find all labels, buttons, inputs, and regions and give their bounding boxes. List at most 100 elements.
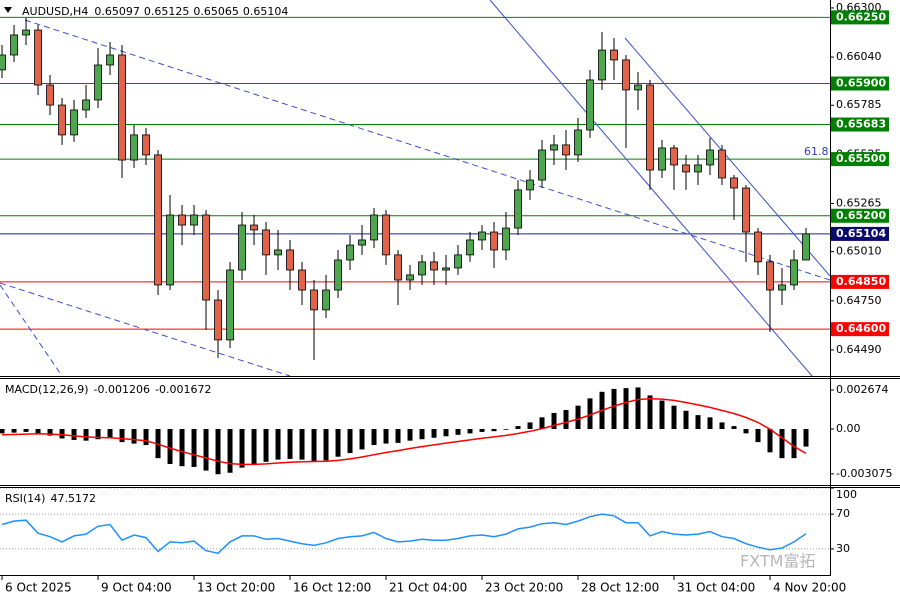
candle-body (682, 164, 690, 173)
mark-layer (0, 17, 810, 555)
macd-bar (551, 412, 557, 429)
macd-bar (383, 428, 389, 444)
candle-body (394, 254, 402, 281)
candle-body (70, 109, 78, 136)
candle-body (274, 249, 282, 256)
level-label: 0.64850 (836, 275, 886, 288)
level-label: 0.65900 (836, 77, 886, 90)
candle-body (694, 164, 702, 173)
candle-body (82, 99, 90, 111)
indicator-label: RSI(14) 47.5172 (5, 492, 96, 505)
x-tick-label: 6 Oct 2025 (5, 581, 72, 595)
macd-bar (743, 428, 749, 434)
macd-bar (467, 428, 473, 434)
macd-bar (455, 428, 461, 435)
candle-body (790, 259, 798, 286)
y-tick-label: -0.003075 (836, 467, 892, 480)
candle-body (802, 233, 810, 261)
macd-bar (647, 395, 653, 429)
macd-bar (167, 428, 173, 464)
candle-body (634, 84, 642, 91)
candle-body (0, 54, 6, 71)
candle-body (706, 149, 714, 166)
y-tick-label: 100 (836, 488, 857, 501)
macd-bar (719, 422, 725, 429)
macd-bar (527, 422, 533, 429)
macd-bar (275, 428, 281, 460)
y-tick-label: 70 (836, 507, 850, 520)
candle-body (238, 224, 246, 271)
level-label: 0.65500 (836, 152, 886, 165)
macd-bar (443, 428, 449, 437)
indicator-name: MACD(12,26,9) (5, 383, 89, 396)
candle-body (370, 214, 378, 241)
macd-bar (203, 428, 209, 471)
candle-body (538, 149, 546, 181)
candle-body (310, 289, 318, 311)
candle-body (142, 134, 150, 156)
y-tick-label: 0.66040 (836, 50, 882, 63)
candle-body (526, 179, 534, 191)
candle-body (514, 189, 522, 229)
candle-body (766, 261, 774, 291)
high-price: 0.65125 (144, 5, 190, 18)
level-box (831, 322, 889, 337)
trend-lines (0, 0, 830, 376)
level-box (831, 208, 889, 223)
macd-bar (347, 428, 353, 454)
candle-body (466, 239, 474, 256)
candle-body (10, 34, 18, 56)
candle-body (718, 149, 726, 179)
candle-body (502, 227, 510, 251)
x-tick-label: 21 Oct 04:00 (389, 581, 467, 595)
y-tick-label: 30 (836, 542, 850, 555)
indicator-value: 47.5172 (50, 492, 96, 505)
y-tick-label: 0.65265 (836, 196, 882, 209)
y-tick-label: 0.00 (836, 422, 861, 435)
macd-bar (791, 428, 797, 459)
macd-bar (563, 410, 569, 429)
x-tick-label: 23 Oct 20:00 (485, 581, 563, 595)
candle-body (262, 229, 270, 256)
macd-bar (575, 405, 581, 429)
trend-line (0, 284, 63, 376)
level-box (831, 152, 889, 167)
y-tick-label: 0.64750 (836, 294, 882, 307)
candle-body (550, 144, 558, 151)
candle-body (742, 187, 750, 233)
candle-body (430, 261, 438, 271)
x-tick-label: 16 Oct 12:00 (293, 581, 371, 595)
candle-body (730, 177, 738, 189)
candle-body (586, 79, 594, 131)
level-label: 0.65683 (836, 118, 886, 131)
macd-bar (179, 428, 185, 467)
macd-bar (323, 428, 329, 461)
macd-bar (515, 426, 521, 429)
candle-body (610, 49, 618, 61)
macd-bar (707, 417, 713, 429)
macd-bar (695, 415, 701, 429)
macd-bar (779, 428, 785, 459)
candle-body (250, 224, 258, 231)
macd-bar (59, 428, 65, 439)
macd-bar (431, 428, 437, 438)
candle-body (334, 259, 342, 291)
macd-bar (71, 428, 77, 440)
candle-body (622, 59, 630, 91)
candle-body (322, 289, 330, 311)
candle-body (130, 134, 138, 161)
macd-bar (635, 387, 641, 429)
level-box (831, 274, 889, 289)
candle-body (202, 214, 210, 301)
y-tick-label: 0.65010 (836, 245, 882, 258)
candle-body (358, 239, 366, 246)
macd-bar (287, 428, 293, 459)
candle-body (490, 231, 498, 251)
trend-line (24, 19, 830, 281)
macd-bar (35, 428, 41, 434)
y-tick-label: 0.65785 (836, 98, 882, 111)
level-box (831, 10, 889, 25)
macd-bar (359, 428, 365, 450)
